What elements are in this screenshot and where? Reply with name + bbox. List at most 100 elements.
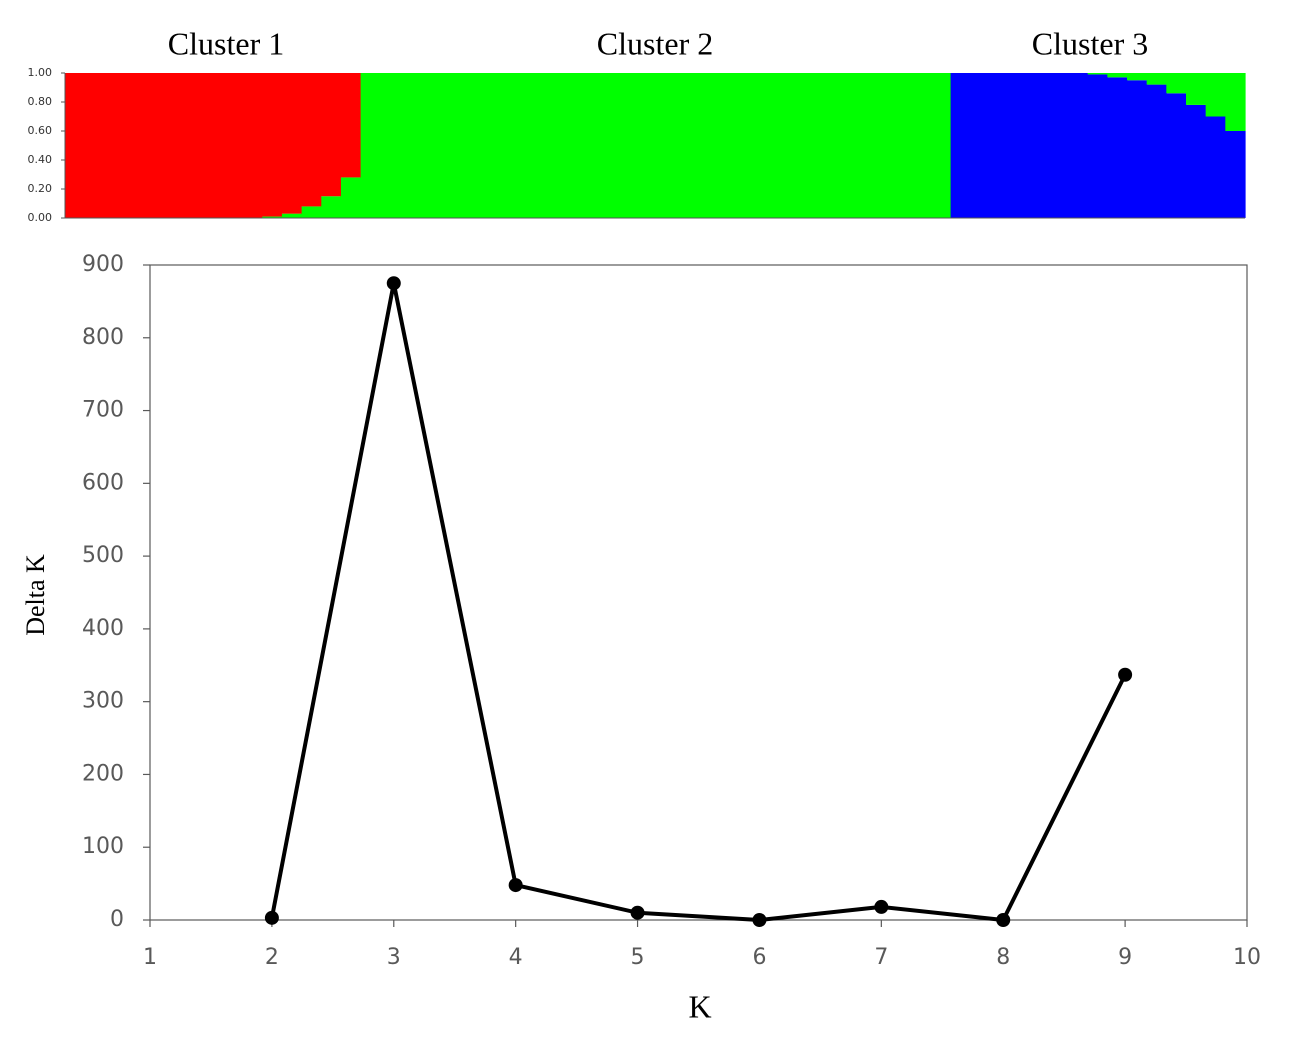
- y-tick-label: 1.00: [28, 66, 53, 79]
- membership-segment: [84, 73, 105, 218]
- membership-segment: [399, 73, 420, 218]
- membership-segment: [556, 73, 577, 218]
- x-tick-label: 1: [143, 945, 157, 970]
- membership-segment: [910, 73, 931, 218]
- membership-segment: [517, 73, 538, 218]
- membership-segment: [1225, 73, 1246, 131]
- membership-segment: [851, 73, 872, 218]
- y-tick-label: 0.60: [28, 124, 53, 137]
- membership-segment: [596, 73, 617, 218]
- x-tick-label: 2: [265, 945, 279, 970]
- membership-segment: [281, 73, 302, 214]
- membership-segment: [615, 73, 636, 218]
- x-tick-label: 3: [387, 945, 401, 970]
- membership-segment: [261, 216, 282, 218]
- membership-segment: [812, 73, 833, 218]
- membership-segment: [1205, 116, 1226, 218]
- membership-segment: [261, 73, 282, 217]
- membership-segment: [1146, 84, 1167, 218]
- membership-segment: [1146, 73, 1167, 85]
- membership-segment: [891, 73, 912, 218]
- data-point: [874, 899, 889, 914]
- membership-segment: [655, 73, 676, 218]
- data-line: [269, 281, 1127, 922]
- x-tick-label: 5: [631, 945, 645, 970]
- membership-segment: [183, 73, 204, 218]
- data-point: [1118, 667, 1133, 682]
- membership-segment: [635, 73, 656, 218]
- membership-segment: [340, 177, 361, 218]
- membership-segment: [1166, 73, 1187, 94]
- y-tick-label: 900: [82, 252, 124, 277]
- membership-segment: [458, 73, 479, 218]
- membership-segment: [537, 73, 558, 218]
- membership-segment: [1205, 73, 1226, 117]
- membership-segment: [65, 73, 86, 218]
- y-tick-label: 800: [82, 325, 124, 350]
- data-point: [996, 913, 1011, 927]
- membership-segment: [242, 73, 263, 218]
- y-tick-label: 400: [82, 616, 124, 641]
- membership-segment: [1107, 73, 1128, 78]
- membership-segment: [438, 73, 459, 218]
- y-tick-label: 300: [82, 689, 124, 714]
- membership-segment: [733, 73, 754, 218]
- membership-segment: [301, 206, 322, 218]
- membership-segment: [1186, 104, 1207, 218]
- cluster-label: Cluster 2: [597, 25, 713, 61]
- membership-segment: [320, 196, 341, 218]
- y-tick-label: 0.80: [28, 95, 53, 108]
- data-point: [752, 913, 767, 927]
- membership-segment: [930, 73, 951, 218]
- data-point: [264, 910, 279, 925]
- membership-segment: [340, 73, 361, 178]
- x-tick-label: 6: [752, 945, 766, 970]
- membership-segment: [419, 73, 440, 218]
- membership-segment: [202, 73, 223, 218]
- membership-segment: [1127, 73, 1148, 81]
- x-tick-label: 7: [874, 945, 888, 970]
- membership-segment: [871, 73, 892, 218]
- x-tick-label: 10: [1233, 945, 1261, 970]
- membership-segment: [320, 73, 341, 197]
- plot-frame: [149, 264, 1248, 921]
- membership-segment: [163, 73, 184, 218]
- membership-segment: [379, 73, 400, 218]
- membership-segment: [1028, 73, 1049, 218]
- membership-segment: [104, 73, 125, 218]
- y-tick-label: 200: [82, 761, 124, 786]
- y-tick-label: 100: [82, 834, 124, 859]
- data-point: [630, 905, 645, 920]
- membership-segment: [694, 73, 715, 218]
- y-tick-label: 0.00: [28, 211, 53, 224]
- membership-segment: [1009, 73, 1030, 218]
- y-tick-label: 700: [82, 398, 124, 423]
- x-tick-label: 8: [996, 945, 1010, 970]
- membership-segment: [143, 73, 164, 218]
- x-tick-label: 9: [1118, 945, 1132, 970]
- cluster-label: Cluster 3: [1032, 25, 1148, 61]
- membership-segment: [360, 73, 381, 218]
- y-tick-label: 500: [82, 543, 124, 568]
- membership-segment: [674, 73, 695, 218]
- membership-segment: [1127, 80, 1148, 218]
- cluster-label: Cluster 1: [168, 25, 284, 61]
- x-tick-label: 4: [509, 945, 523, 970]
- membership-segment: [969, 73, 990, 218]
- y-axis-label: Delta K: [21, 554, 50, 636]
- membership-segment: [714, 73, 735, 218]
- membership-segment: [773, 73, 794, 218]
- membership-segment: [989, 73, 1010, 218]
- membership-segment: [222, 73, 243, 218]
- membership-segment: [478, 73, 499, 218]
- membership-segment: [1166, 93, 1187, 218]
- y-tick-label: 600: [82, 470, 124, 495]
- membership-segment: [792, 73, 813, 218]
- y-tick-label: 0.20: [28, 182, 53, 195]
- x-axis-label: K: [688, 988, 711, 1024]
- membership-segment: [1186, 73, 1207, 105]
- membership-segment: [1087, 73, 1108, 75]
- membership-segment: [301, 73, 322, 207]
